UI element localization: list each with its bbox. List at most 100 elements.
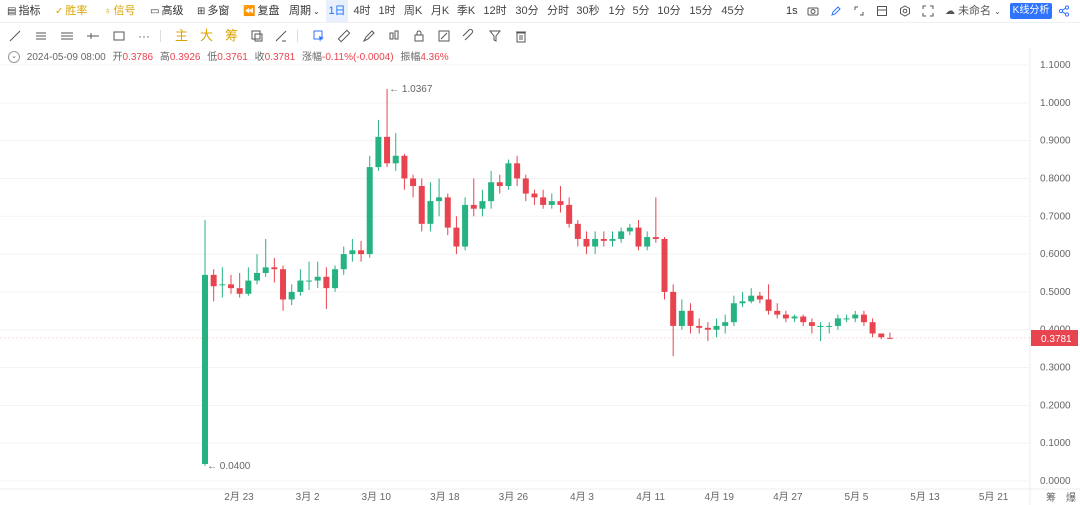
pen-icon[interactable] — [830, 0, 842, 22]
candle-body — [808, 322, 815, 326]
parallel-channel-icon[interactable] — [58, 27, 76, 45]
candle-body — [418, 186, 425, 224]
share-icon[interactable] — [1058, 0, 1070, 22]
y-tick-label: 0.3000 — [1040, 363, 1071, 374]
tab-timeframe[interactable]: 4时 — [353, 5, 371, 17]
open-value: 0.3786 — [122, 52, 154, 63]
candle-body — [574, 223, 581, 239]
tab-timeframe[interactable]: 15分 — [689, 5, 713, 17]
horizontal-lines-icon[interactable] — [32, 27, 50, 45]
tab-timeframe[interactable]: 10分 — [657, 5, 681, 17]
tab-timeframe[interactable]: 30分 — [515, 5, 539, 17]
y-tick-label: 1.1000 — [1040, 60, 1071, 71]
candle-body — [410, 178, 417, 187]
horizontal-ray-icon[interactable] — [84, 27, 102, 45]
candle-body — [722, 322, 729, 326]
chip-b-toggle[interactable]: 爆 — [1066, 493, 1076, 504]
replay-button[interactable]: ⏪ 复盘 — [243, 0, 279, 22]
win-rate-button[interactable]: ✓ 胜率 — [55, 0, 87, 22]
collapse-chevron-icon[interactable]: ⌄ — [8, 51, 20, 64]
candle-body — [713, 325, 720, 330]
large-order-chip[interactable]: 大 — [200, 28, 214, 43]
filter-icon[interactable] — [486, 27, 504, 45]
candle-body — [670, 291, 677, 326]
tab-timeframe[interactable]: 30秒 — [576, 5, 600, 17]
fullscreen-icon[interactable] — [922, 0, 934, 22]
x-tick-label: 5月 13 — [910, 491, 940, 503]
brush-icon[interactable] — [360, 27, 378, 45]
trend-line-icon[interactable] — [6, 27, 24, 45]
y-tick-label: 1.0000 — [1040, 98, 1071, 109]
lock-icon[interactable] — [410, 27, 428, 45]
main-chip[interactable]: 主 — [175, 28, 189, 43]
candle-body — [739, 301, 746, 304]
candle-body — [479, 201, 486, 209]
tab-timeframe[interactable]: 周K — [403, 5, 423, 17]
more-icon[interactable]: ··· — [138, 29, 150, 43]
x-tick-label: 4月 11 — [636, 491, 665, 503]
signal-button[interactable]: ♁ 信号 — [104, 0, 136, 22]
candle-body — [696, 325, 703, 328]
tab-timeframe[interactable]: 月K — [430, 5, 450, 17]
candle-body — [254, 273, 261, 281]
candle-body — [557, 201, 564, 205]
kline-analysis-button[interactable]: K线分析 — [1010, 3, 1052, 19]
select-cursor-icon[interactable] — [310, 27, 328, 45]
candle-body — [288, 291, 295, 300]
layout-name-dropdown[interactable]: ☁ 未命名 ⌄ — [945, 5, 1001, 17]
layout-icon[interactable] — [876, 0, 888, 22]
magnet-icon[interactable] — [460, 27, 478, 45]
candle-body — [202, 274, 208, 464]
rectangle-icon[interactable] — [110, 27, 128, 45]
candle-body — [314, 276, 321, 281]
trash-icon[interactable] — [512, 27, 530, 45]
candle-body — [219, 284, 226, 286]
tab-timeframe[interactable]: 1日 — [326, 0, 348, 22]
min-price-annotation: ← 0.0400 — [207, 461, 251, 472]
max-price-annotation: ← 1.0367 — [389, 84, 433, 95]
period-dropdown[interactable]: 周期 ⌄ — [289, 5, 320, 17]
candle-body — [262, 267, 269, 273]
notes-icon[interactable] — [435, 27, 453, 45]
candle-body — [505, 163, 512, 187]
x-tick-label: 4月 19 — [704, 491, 734, 503]
camera-icon[interactable] — [807, 0, 819, 22]
tab-timeframe[interactable]: 45分 — [721, 5, 745, 17]
candle-body — [210, 274, 217, 287]
tab-timeframe[interactable]: 1时 — [378, 5, 396, 17]
bell-icon: ♁ — [104, 6, 112, 17]
last-price-tag — [1031, 330, 1078, 347]
tab-timeframe[interactable]: 5分 — [632, 5, 650, 17]
tab-timeframe[interactable]: 12时 — [483, 5, 507, 17]
candle-body — [323, 276, 330, 289]
candle-body — [297, 280, 304, 292]
candle-body — [496, 182, 503, 187]
candle-body — [462, 204, 469, 247]
chip-distribution-chip[interactable]: 筹 — [225, 28, 239, 43]
candle-body — [384, 136, 391, 164]
x-tick-label: 4月 27 — [773, 491, 803, 503]
y-tick-label: 0.6000 — [1040, 249, 1071, 260]
indicators-button[interactable]: ▤ 指标 — [7, 0, 40, 22]
tab-timeframe[interactable]: 分时 — [547, 5, 569, 17]
interval-button[interactable]: 1s — [786, 5, 798, 17]
candle-type-icon[interactable] — [385, 27, 403, 45]
tab-timeframe[interactable]: 1分 — [608, 5, 626, 17]
multi-window-button[interactable]: ⊞ 多窗 — [197, 0, 229, 22]
ruler-pen-icon[interactable] — [272, 27, 290, 45]
measure-ruler-icon[interactable] — [335, 27, 353, 45]
candle-body — [609, 238, 616, 241]
drawing-toolbar: ··· 主 大 筹 — [0, 24, 1080, 48]
change-label: 涨幅 — [302, 52, 323, 63]
compare-icon[interactable] — [248, 27, 266, 45]
advanced-button[interactable]: ▭ 高级 — [150, 0, 183, 22]
expand-icon[interactable] — [853, 0, 865, 22]
tab-timeframe[interactable]: 季K — [456, 5, 476, 17]
chip-a-toggle[interactable]: 筹 — [1046, 493, 1056, 504]
candle-body — [401, 155, 408, 179]
settings-gear-icon[interactable] — [899, 0, 911, 22]
amplitude-value: 4.36% — [420, 52, 449, 63]
candle-body — [626, 227, 633, 232]
candle-body — [514, 163, 521, 179]
